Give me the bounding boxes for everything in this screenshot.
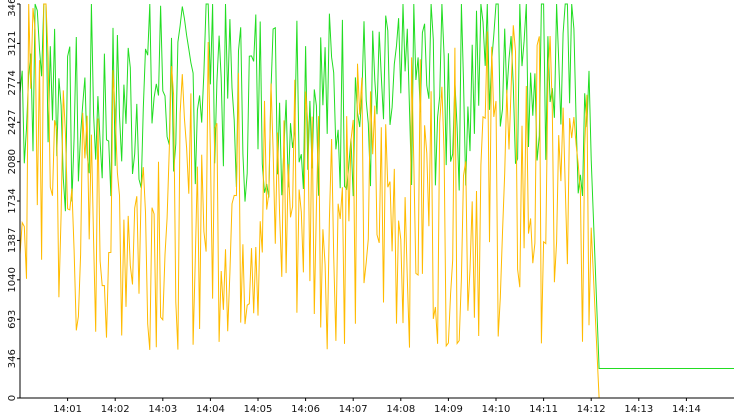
y-tick-label: 1734 [7, 188, 18, 213]
y-tick-label: 1040 [7, 267, 18, 292]
series-green-line [19, 3, 734, 369]
x-tick-label: 14:12 [577, 404, 606, 415]
y-tick-label: 2774 [7, 70, 18, 95]
x-tick-label: 14:06 [291, 404, 320, 415]
series-layer [19, 3, 734, 399]
x-tick-label: 14:07 [339, 404, 368, 415]
x-tick-label: 14:01 [53, 404, 82, 415]
x-tick-label: 14:05 [244, 404, 273, 415]
y-tick-label: 3121 [7, 31, 18, 56]
y-tick-label: 346 [7, 349, 18, 368]
y-tick-label: 3468 [7, 0, 18, 17]
x-tick-label: 14:04 [196, 404, 225, 415]
x-tick-label: 14:14 [672, 404, 701, 415]
x-tick-label: 14:13 [624, 404, 653, 415]
y-tick-label: 2427 [7, 110, 18, 135]
x-tick-label: 14:11 [529, 404, 558, 415]
y-tick-label: 1387 [7, 228, 18, 253]
x-tick-label: 14:09 [434, 404, 463, 415]
x-tick-label: 14:08 [386, 404, 415, 415]
y-axis-ticks: 0 346 693 1040 1387 1734 2080 2427 2774 3121 3468 [7, 0, 20, 401]
x-tick-label: 14:03 [148, 404, 177, 415]
y-tick-label: 0 [7, 395, 18, 401]
x-tick-label: 14:02 [101, 404, 130, 415]
y-tick-label: 693 [7, 310, 18, 329]
series-orange-line [19, 3, 600, 399]
x-axis-ticks: 14:01 14:02 14:03 14:04 14:05 14:06 14:07 14:08… [53, 398, 701, 415]
x-tick-label: 14:10 [482, 404, 511, 415]
y-tick-label: 2080 [7, 149, 18, 174]
